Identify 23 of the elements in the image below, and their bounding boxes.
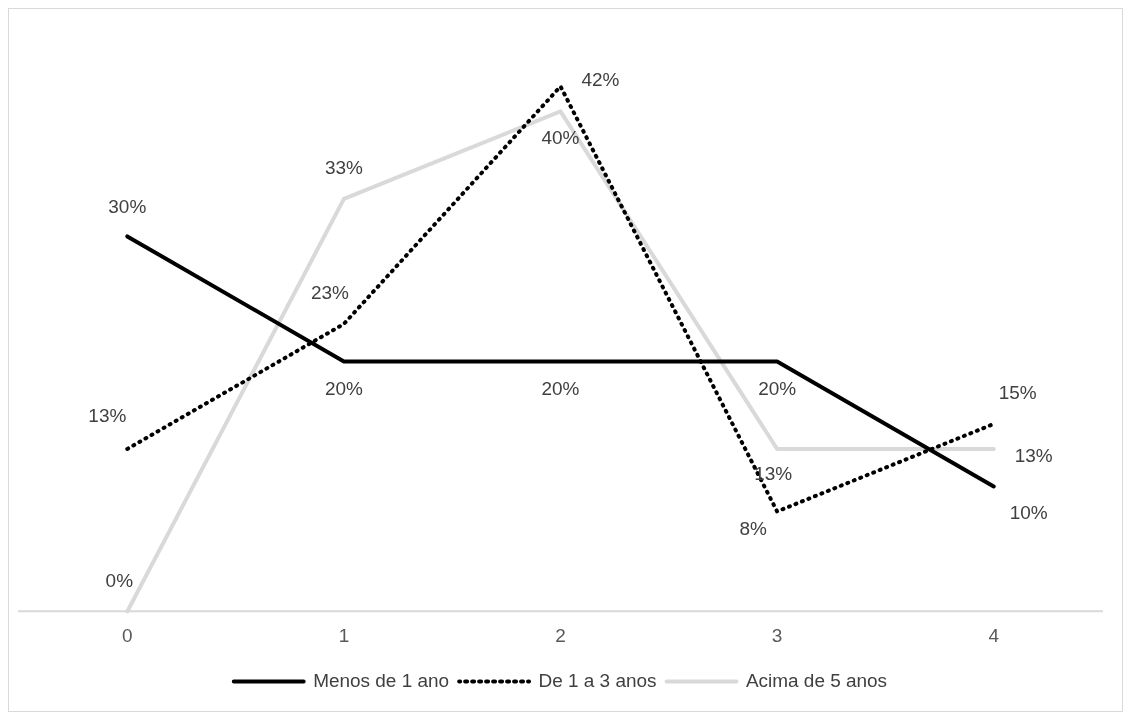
legend-label: De 1 a 3 anos xyxy=(538,669,657,691)
data-label: 13% xyxy=(1014,445,1053,467)
data-label: 13% xyxy=(754,463,793,485)
data-label: 10% xyxy=(1009,501,1048,523)
data-label: 15% xyxy=(998,382,1037,404)
data-label: 20% xyxy=(541,377,580,399)
data-label: 20% xyxy=(758,377,797,399)
legend-label: Menos de 1 ano xyxy=(313,669,450,691)
data-label: 23% xyxy=(310,282,350,304)
legend-label: Acima de 5 anos xyxy=(745,669,888,691)
data-label: 33% xyxy=(324,157,364,179)
x-tick-label: 2 xyxy=(555,625,566,647)
data-label: 0% xyxy=(105,569,134,591)
data-label: 42% xyxy=(581,68,620,90)
data-label: 8% xyxy=(739,517,768,539)
x-tick-label: 4 xyxy=(988,625,1000,647)
x-tick-label: 0 xyxy=(122,625,133,647)
data-label: 13% xyxy=(88,405,127,427)
data-label: 20% xyxy=(324,377,364,399)
data-label: 40% xyxy=(541,126,580,148)
x-tick-label: 1 xyxy=(338,625,350,647)
x-tick-label: 3 xyxy=(771,625,783,647)
data-label: 30% xyxy=(108,195,147,217)
